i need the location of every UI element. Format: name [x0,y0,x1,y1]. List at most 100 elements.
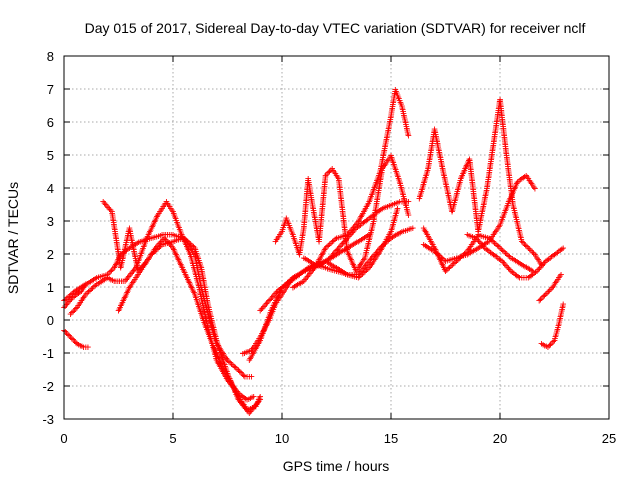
track-marker: + [394,168,401,181]
track-marker: + [440,167,447,180]
track-marker: + [352,263,359,276]
track-marker: + [215,350,222,363]
track-marker: + [397,226,404,239]
track-marker: + [195,279,202,292]
track-marker: + [400,188,407,201]
track-marker: + [345,227,352,240]
track-marker: + [432,124,439,137]
track-marker: + [339,205,346,218]
track-marker: + [208,333,215,346]
track-marker: + [381,142,388,155]
data-point: + [191,288,198,301]
track-marker: + [263,297,270,310]
track-marker: + [384,127,391,140]
track-marker: + [492,128,499,141]
track-marker: + [498,102,505,115]
track-marker: + [381,144,388,157]
series-track-3: ++++++++++++++++++++++++++++++++++++++++… [61,228,255,383]
track-marker: + [462,162,469,175]
track-marker: + [192,250,199,263]
track-marker: + [75,287,82,300]
track-marker: + [430,130,437,143]
data-point: + [366,261,373,274]
track-marker: + [315,257,322,270]
data-point: + [322,169,329,182]
data-point: + [191,241,198,254]
track-marker: + [322,174,329,187]
track-marker: + [313,258,320,271]
track-marker: + [196,270,203,283]
track-marker: + [280,221,287,234]
track-marker: + [173,229,180,242]
track-marker: + [315,231,322,244]
track-marker: + [353,268,360,281]
track-marker: + [316,233,323,246]
track-marker: + [365,237,372,250]
track-marker: + [368,190,375,203]
data-point: + [224,373,231,386]
track-marker: + [202,281,209,294]
track-marker: + [129,236,136,249]
track-marker: + [389,220,396,233]
x-axis-label: GPS time / hours [283,458,390,474]
track-marker: + [75,299,82,312]
track-marker: + [427,150,434,163]
track-marker: + [125,284,132,297]
track-marker: + [108,264,115,277]
track-marker: + [278,289,285,302]
data-point: + [457,172,464,185]
track-marker: + [374,191,381,204]
track-marker: + [396,92,403,105]
track-marker: + [164,228,171,241]
track-marker: + [201,278,208,291]
track-marker: + [277,284,284,297]
track-marker: + [424,164,431,177]
track-marker: + [398,98,405,111]
data-point: + [333,261,340,274]
track-marker: + [231,383,238,396]
track-marker: + [346,268,353,281]
track-marker: + [271,298,278,311]
track-marker: + [228,378,235,391]
data-point: + [300,265,307,278]
track-marker: + [314,259,321,272]
track-marker: + [201,279,208,292]
track-marker: + [454,185,461,198]
track-marker: + [337,187,344,200]
track-marker: + [329,258,336,271]
track-marker: + [469,172,476,185]
track-marker: + [206,303,213,316]
track-marker: + [118,298,125,311]
track-marker: + [287,223,294,236]
track-marker: + [123,288,130,301]
track-marker: + [313,258,320,271]
track-marker: + [459,169,466,182]
track-marker: + [472,199,479,212]
series-track-11: ++++++++++++++++++++++++++++++++++++++++… [290,83,413,294]
data-point: + [163,195,170,208]
track-marker: + [320,194,327,207]
track-marker: + [338,192,345,205]
track-marker: + [125,229,132,242]
track-marker: + [350,238,357,251]
data-point: + [355,271,362,284]
track-marker: + [260,324,267,337]
track-marker: + [165,199,172,212]
track-marker: + [135,236,142,249]
track-marker: + [363,230,370,243]
track-marker: + [359,255,366,268]
track-marker: + [137,249,144,262]
track-marker: + [439,158,446,171]
data-point: + [388,109,395,122]
track-marker: + [500,124,507,137]
track-marker: + [350,258,357,271]
track-marker: + [158,203,165,216]
track-marker: + [486,164,493,177]
track-marker: + [299,233,306,246]
track-marker: + [221,364,228,377]
track-marker: + [499,109,506,122]
track-marker: + [223,367,230,380]
track-marker: + [62,325,69,338]
track-marker: + [479,205,486,218]
track-marker: + [272,287,279,300]
